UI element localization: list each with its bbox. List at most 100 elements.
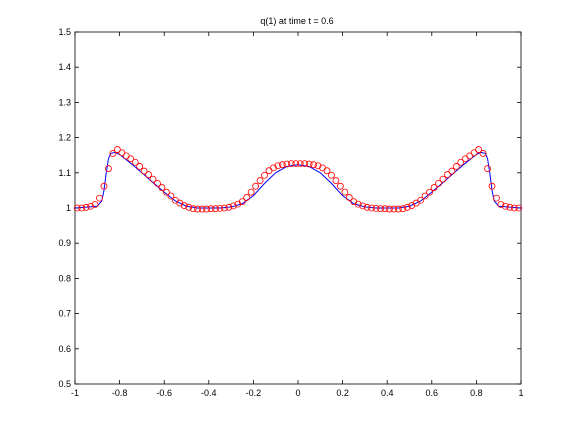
data-point bbox=[332, 177, 340, 184]
data-point bbox=[163, 188, 170, 196]
data-point bbox=[113, 146, 121, 153]
data-point bbox=[368, 204, 375, 212]
data-point bbox=[466, 152, 474, 160]
data-point bbox=[403, 203, 411, 211]
y-tick-label: 1.4 bbox=[58, 62, 71, 72]
data-point bbox=[457, 158, 465, 166]
data-point bbox=[207, 205, 215, 213]
data-point bbox=[149, 175, 157, 183]
x-tick-label: -0.8 bbox=[112, 388, 128, 398]
data-point bbox=[252, 182, 260, 190]
data-point bbox=[381, 205, 389, 213]
data-point bbox=[448, 167, 456, 175]
data-point bbox=[216, 204, 224, 212]
data-point bbox=[354, 200, 362, 208]
data-point bbox=[479, 150, 487, 157]
series-line bbox=[74, 151, 522, 209]
y-tick-label: 0.8 bbox=[58, 273, 71, 283]
y-tick-label: 1 bbox=[66, 203, 71, 213]
data-point bbox=[225, 203, 233, 211]
data-point bbox=[426, 188, 433, 196]
data-point bbox=[78, 204, 86, 212]
y-tick-label: 1.3 bbox=[58, 97, 71, 107]
data-point bbox=[493, 194, 500, 202]
data-point bbox=[87, 202, 95, 210]
y-tick-label: 0.6 bbox=[58, 344, 71, 354]
data-point bbox=[399, 205, 407, 213]
data-point bbox=[243, 194, 251, 201]
data-point bbox=[475, 146, 483, 153]
x-tick-label: -0.2 bbox=[246, 388, 262, 398]
data-point bbox=[444, 171, 451, 178]
data-point bbox=[287, 160, 295, 168]
data-point bbox=[158, 184, 166, 191]
data-point bbox=[484, 165, 491, 172]
x-tick-label: 0.6 bbox=[426, 388, 439, 398]
data-point bbox=[96, 194, 103, 202]
data-point bbox=[261, 171, 268, 179]
x-tick-label: 0.2 bbox=[336, 388, 349, 398]
data-point bbox=[452, 163, 460, 170]
data-point bbox=[363, 203, 371, 211]
data-point bbox=[386, 205, 393, 213]
x-tick-label: 1 bbox=[518, 388, 523, 398]
data-point bbox=[390, 205, 398, 213]
data-point bbox=[171, 196, 179, 204]
data-point bbox=[105, 165, 112, 172]
data-point bbox=[345, 194, 353, 201]
data-point bbox=[323, 167, 331, 175]
data-point bbox=[310, 161, 318, 169]
data-point bbox=[461, 155, 469, 163]
data-point bbox=[256, 177, 264, 184]
data-point bbox=[109, 150, 117, 157]
data-point bbox=[328, 171, 335, 179]
data-point bbox=[301, 160, 309, 168]
data-point bbox=[185, 203, 193, 211]
data-point bbox=[470, 149, 478, 157]
data-point bbox=[510, 204, 518, 212]
data-point bbox=[377, 205, 384, 213]
plot-series bbox=[73, 146, 523, 213]
chart-title: q(1) at time t = 0.6 bbox=[260, 16, 333, 26]
data-point bbox=[488, 182, 496, 190]
data-point bbox=[145, 171, 152, 178]
data-point bbox=[82, 203, 90, 211]
data-point bbox=[515, 204, 523, 212]
data-point bbox=[91, 201, 99, 208]
x-tick-labels: -1 -0.8 -0.6 -0.4 -0.2 0 0.2 0.4 0.6 0.8 1 bbox=[71, 388, 524, 398]
data-point bbox=[274, 162, 282, 170]
data-point bbox=[100, 182, 108, 190]
data-point bbox=[283, 160, 291, 168]
y-tick-labels: 0.5 0.6 0.7 0.8 0.9 1 1.1 1.2 1.3 1.4 1.5 bbox=[58, 27, 71, 389]
x-tick-label: -0.4 bbox=[201, 388, 217, 398]
data-point bbox=[270, 164, 277, 172]
data-point bbox=[341, 188, 349, 196]
data-point bbox=[265, 167, 273, 175]
data-point bbox=[118, 149, 126, 157]
data-point bbox=[497, 201, 505, 208]
data-point bbox=[247, 188, 255, 196]
data-point bbox=[167, 192, 175, 200]
data-point bbox=[421, 192, 429, 200]
x-tick-label: 0.4 bbox=[381, 388, 394, 398]
data-point bbox=[140, 167, 148, 175]
y-tick-label: 0.7 bbox=[58, 309, 71, 319]
data-point bbox=[180, 202, 188, 209]
y-tick-label: 0.9 bbox=[58, 238, 71, 248]
data-point bbox=[229, 202, 237, 210]
y-tick-label: 1.1 bbox=[58, 168, 71, 178]
data-point bbox=[372, 204, 380, 212]
y-tick-label: 1.5 bbox=[58, 27, 71, 37]
data-point bbox=[198, 205, 206, 213]
data-point bbox=[131, 158, 139, 166]
data-point bbox=[221, 204, 228, 212]
data-point bbox=[194, 205, 202, 213]
data-point bbox=[439, 175, 447, 183]
axis-ticks bbox=[74, 31, 522, 385]
data-point bbox=[314, 162, 322, 170]
data-point bbox=[296, 160, 304, 168]
data-point bbox=[189, 205, 197, 213]
data-point bbox=[203, 205, 210, 213]
axes-box bbox=[74, 31, 522, 385]
